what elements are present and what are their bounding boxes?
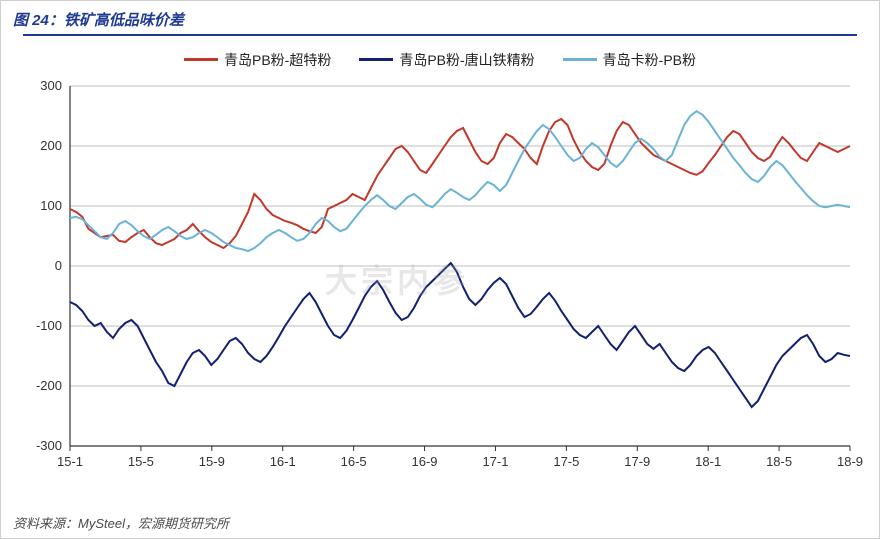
legend-label: 青岛PB粉-唐山铁精粉 <box>399 50 534 70</box>
legend: 青岛PB粉-超特粉 青岛PB粉-唐山铁精粉 青岛卡粉-PB粉 <box>1 42 879 72</box>
legend-item: 青岛PB粉-唐山铁精粉 <box>359 50 534 70</box>
series-line <box>70 119 850 248</box>
x-tick-label: 16-1 <box>270 454 296 469</box>
legend-label: 青岛PB粉-超特粉 <box>224 50 331 70</box>
x-tick-label: 18-5 <box>766 454 792 469</box>
x-tick-label: 16-5 <box>341 454 367 469</box>
y-tick-label: -300 <box>36 438 62 453</box>
x-tick-label: 17-5 <box>553 454 579 469</box>
series-line <box>70 263 850 407</box>
chart-area: -300 -200 -100 0 100 200 300 15-1 15-5 15-9 16-1 16… <box>15 76 865 476</box>
title-divider <box>23 34 857 36</box>
y-tick-label: -100 <box>36 318 62 333</box>
x-tick-label: 17-9 <box>624 454 650 469</box>
x-tick-label: 15-9 <box>199 454 225 469</box>
chart-title: 图 24：铁矿高低品味价差 <box>13 9 867 30</box>
legend-swatch <box>359 58 393 61</box>
y-tick-label: 200 <box>40 138 62 153</box>
x-tick-label: 17-1 <box>482 454 508 469</box>
y-tick-label: 300 <box>40 78 62 93</box>
x-tick-label: 15-1 <box>57 454 83 469</box>
y-tick-label: -200 <box>36 378 62 393</box>
x-tick-label: 18-9 <box>837 454 863 469</box>
y-tick-label: 100 <box>40 198 62 213</box>
legend-item: 青岛PB粉-超特粉 <box>184 50 331 70</box>
legend-swatch <box>563 58 597 61</box>
x-tick-label: 15-5 <box>128 454 154 469</box>
chart-svg: -300 -200 -100 0 100 200 300 15-1 15-5 15-9 16-1 16… <box>15 76 865 476</box>
figure-panel: 图 24：铁矿高低品味价差 青岛PB粉-超特粉 青岛PB粉-唐山铁精粉 青岛卡粉-P… <box>0 0 880 539</box>
y-tick-label: 0 <box>55 258 62 273</box>
source-text: 资料来源：MySteel，宏源期货研究所 <box>13 513 229 532</box>
legend-item: 青岛卡粉-PB粉 <box>563 50 696 70</box>
legend-label: 青岛卡粉-PB粉 <box>603 50 696 70</box>
x-tick-label: 18-1 <box>695 454 721 469</box>
x-tick-label: 16-9 <box>412 454 438 469</box>
title-bar: 图 24：铁矿高低品味价差 <box>1 1 879 42</box>
legend-swatch <box>184 58 218 61</box>
